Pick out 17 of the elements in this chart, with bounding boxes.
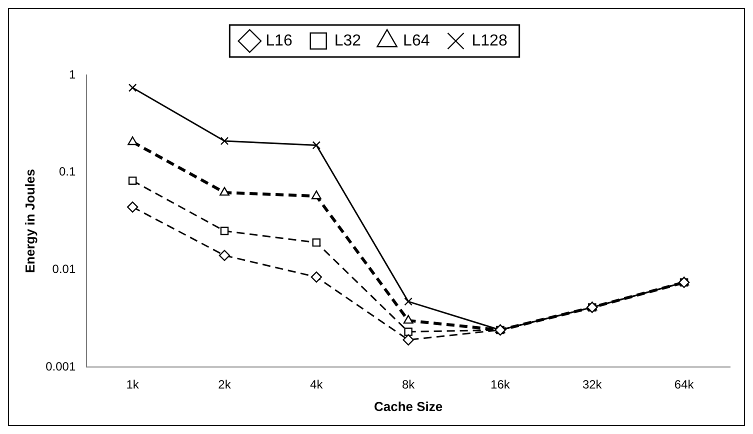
legend-label: L16 — [266, 32, 292, 50]
y-tick-label: 0.1 — [58, 164, 76, 179]
legend-label: L128 — [472, 32, 508, 50]
x-axis-title: Cache Size — [374, 398, 443, 414]
x-tick-label: 8k — [402, 378, 416, 392]
x-tick-label: 2k — [218, 378, 232, 392]
legend-label: L64 — [403, 32, 430, 50]
y-tick-label: 1 — [68, 67, 76, 82]
y-axis-title: Energy in Joules — [22, 168, 38, 274]
legend-label: L32 — [334, 32, 362, 50]
x-tick-label: 64k — [674, 378, 695, 392]
x-tick-label: 1k — [126, 378, 140, 392]
y-tick-label: 0.001 — [46, 359, 76, 374]
x-tick-label: 32k — [582, 378, 603, 392]
x-tick-label: 16k — [490, 378, 511, 392]
x-tick-label: 4k — [310, 378, 324, 392]
y-tick-label: 0.01 — [52, 262, 76, 276]
